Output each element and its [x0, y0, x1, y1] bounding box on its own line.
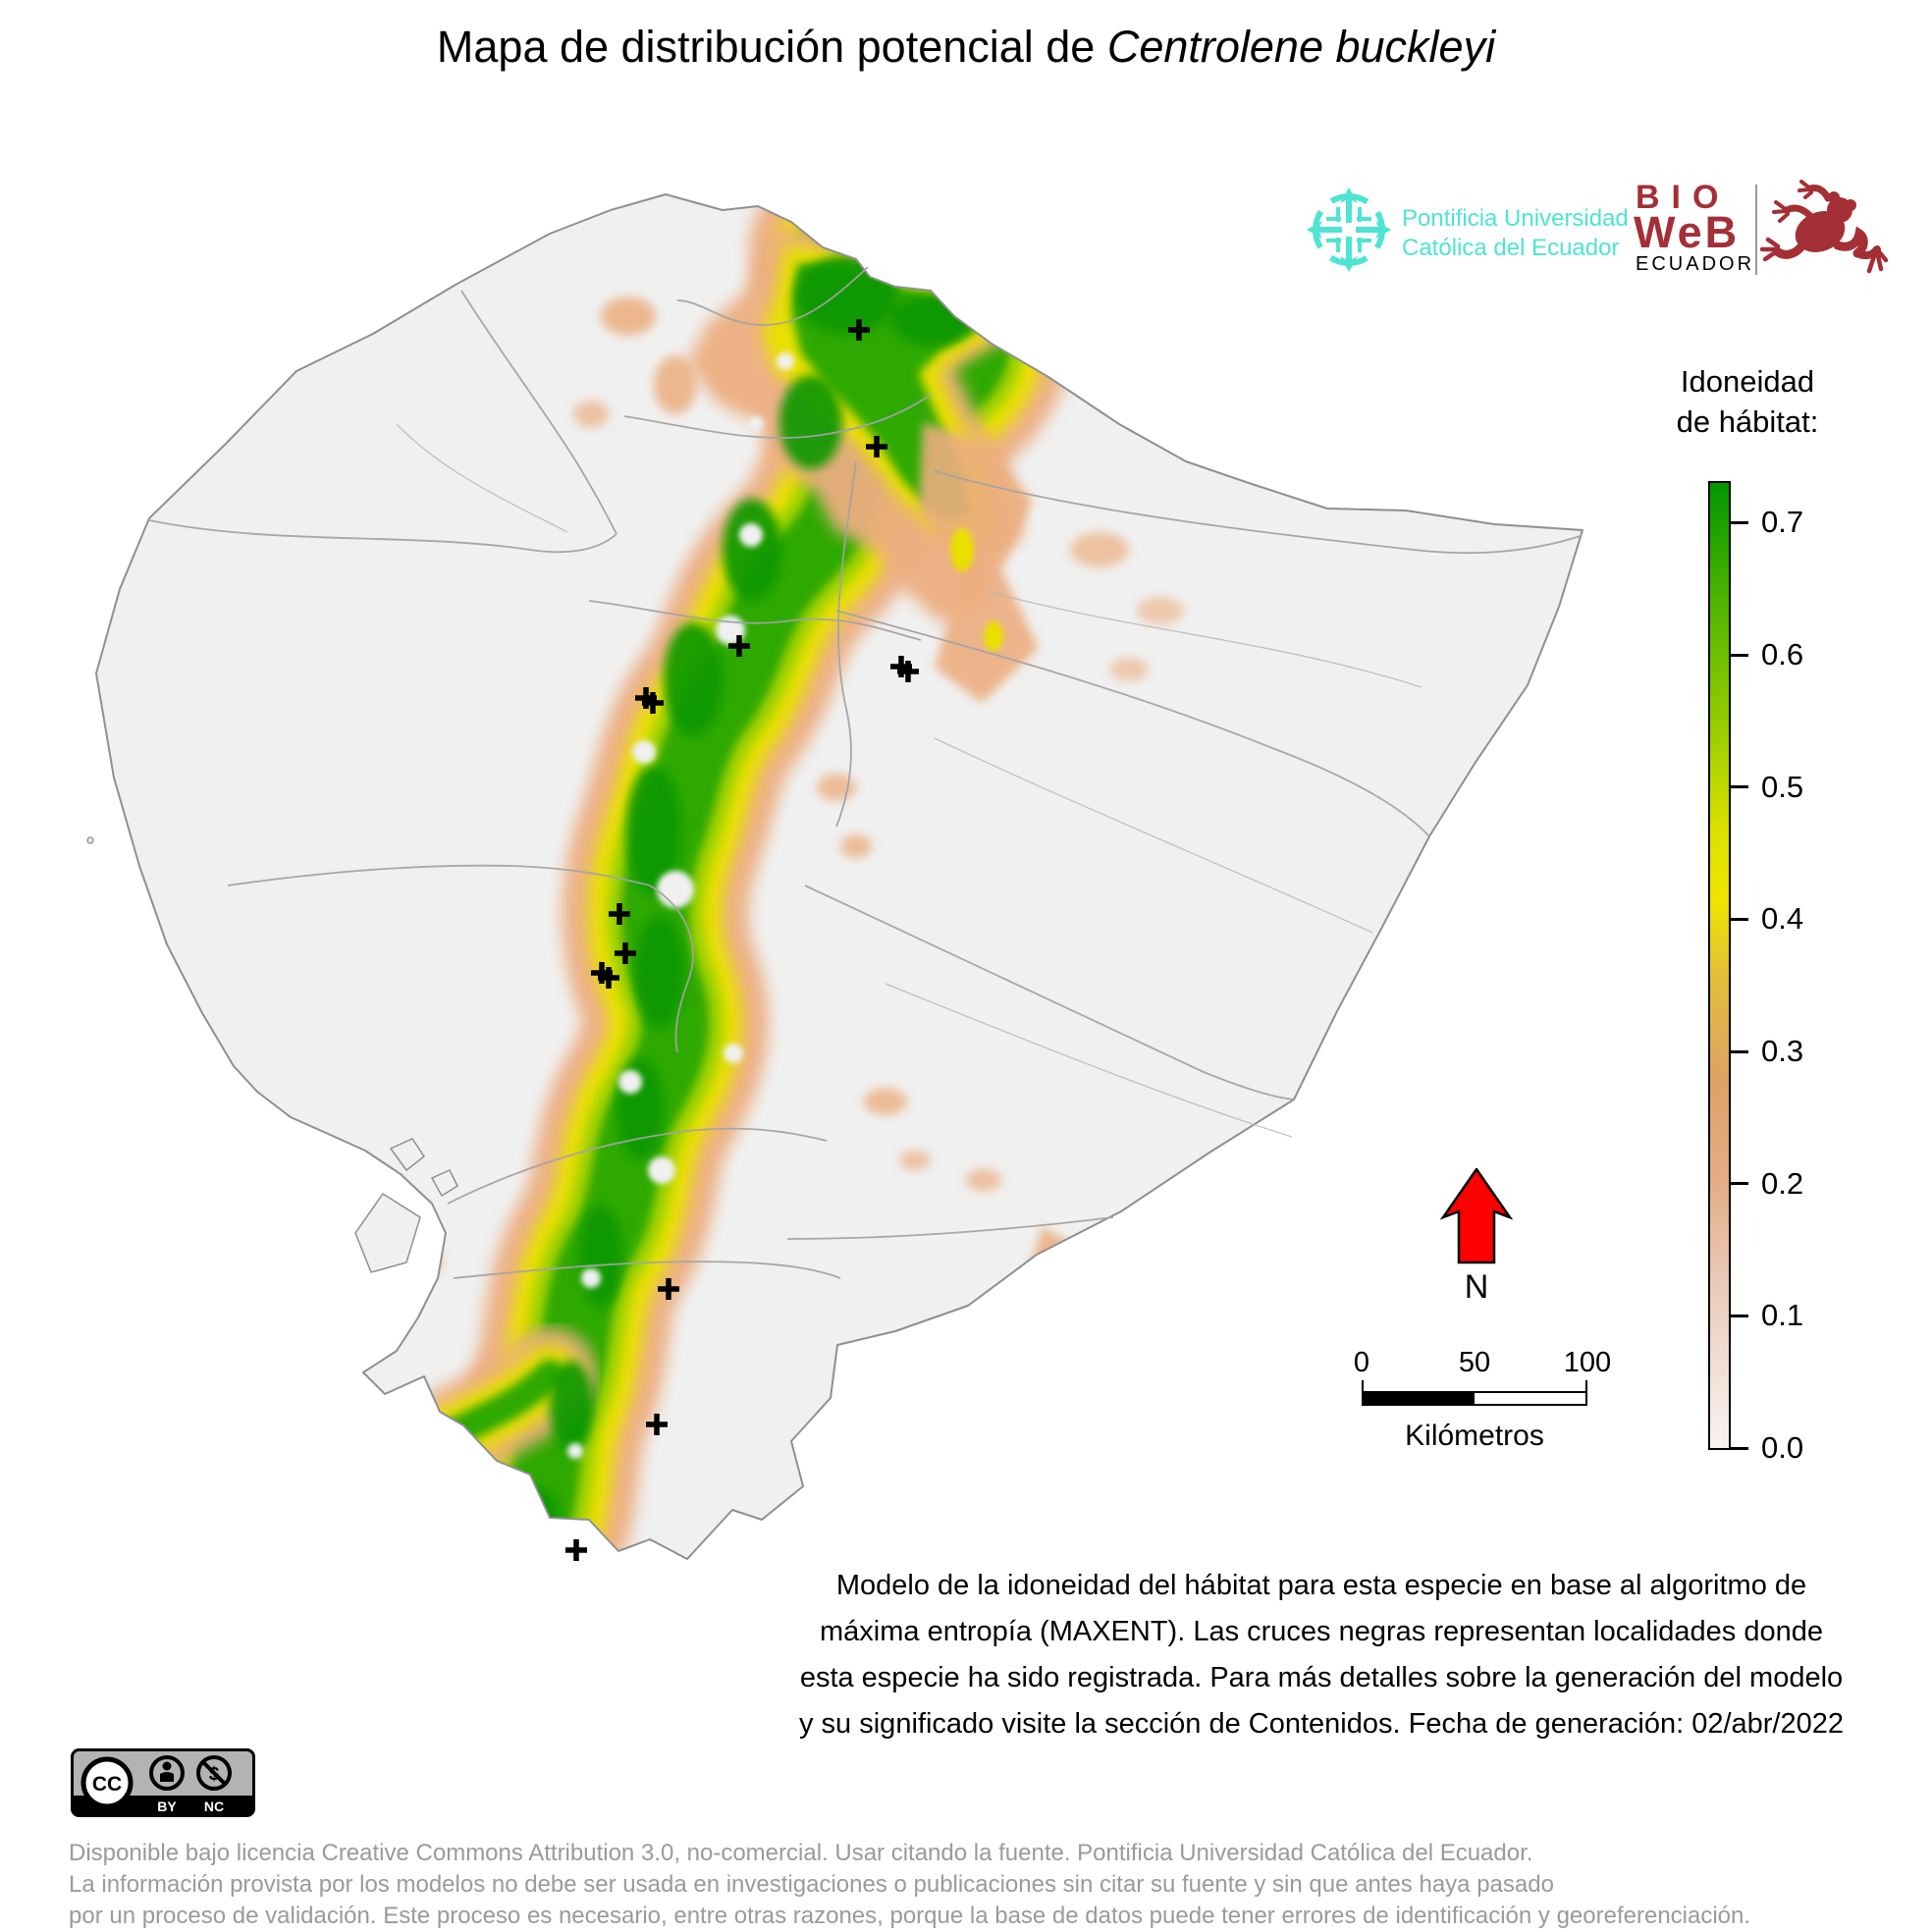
- east-patch6: [864, 1088, 907, 1115]
- occurrence-cross: [897, 661, 919, 682]
- east-ridge-north: [919, 422, 1039, 703]
- puce-logo-text: Pontificia Universidad Católica del Ecua…: [1402, 204, 1629, 263]
- by-label: BY: [157, 1798, 177, 1814]
- legend-tick-label: 0.6: [1761, 637, 1804, 672]
- occurrence-cross: [658, 1278, 679, 1300]
- species-name: Centrolene buckleyi: [1106, 22, 1496, 72]
- nc-icon: $: [196, 1755, 232, 1791]
- by-icon: [149, 1755, 185, 1791]
- dark-green-cores: [353, 255, 974, 1559]
- legend-tick-label: 0.4: [1761, 901, 1804, 937]
- bioweb-country-text: ECUADOR: [1636, 253, 1755, 275]
- suitability-raster: [335, 194, 1184, 1559]
- frog-icon: [1759, 180, 1889, 274]
- puce-name-line1: Pontificia Universidad: [1402, 205, 1629, 232]
- legend-tick-label: 0.1: [1761, 1298, 1804, 1333]
- valley-holes: [567, 352, 794, 1459]
- cc-by-nc-badge: CC $ BY NC: [71, 1748, 255, 1817]
- bioweb-divider: [1755, 185, 1757, 275]
- puce-name-line2: Católica del Ecuador: [1402, 235, 1620, 261]
- east-patch2: [1137, 597, 1184, 624]
- cc-icon-label: CC: [92, 1773, 122, 1796]
- title-prefix: Mapa de distribución potencial de: [436, 22, 1107, 72]
- scalebar-end-tick-left: [1362, 1380, 1364, 1392]
- bioweb-bio-text: BIO: [1636, 179, 1731, 216]
- scalebar-label-50: 50: [1458, 1347, 1491, 1378]
- rivers: [396, 423, 1422, 1138]
- legend-tick: [1731, 785, 1748, 789]
- legend-tick: [1731, 1182, 1748, 1186]
- east-patch1: [1070, 532, 1129, 567]
- legend-tick: [1731, 1314, 1748, 1317]
- scalebar-bar: [1362, 1391, 1587, 1406]
- occurrence-cross: [565, 1539, 587, 1561]
- condor-patch: [966, 1168, 1001, 1192]
- license-text: Disponible bajo licencia Creative Common…: [69, 1838, 1895, 1932]
- legend-tick: [1731, 520, 1748, 524]
- east-patch3: [1109, 658, 1149, 681]
- occurrence-cross: [598, 967, 619, 989]
- occurrence-cross: [615, 942, 636, 964]
- north-arrow-icon: [1439, 1168, 1514, 1264]
- east-patch5: [840, 834, 872, 858]
- nw-patch3: [573, 401, 609, 428]
- puce-logo-icon: [1306, 188, 1392, 273]
- text-line: La información provista por los modelos …: [69, 1871, 1554, 1898]
- scalebar-filled-half: [1364, 1393, 1475, 1404]
- scalebar-label-0: 0: [1353, 1347, 1370, 1378]
- text-line: por un proceso de validación. Este proce…: [69, 1903, 1751, 1929]
- occurrence-cross: [642, 692, 664, 714]
- text-line: esta especie ha sido registrada. Para má…: [799, 1662, 1844, 1693]
- legend-colorbar: [1708, 481, 1731, 1450]
- occurrence-crosses: [565, 319, 919, 1561]
- nc-label: NC: [204, 1798, 224, 1814]
- text-line: máxima entropía (MAXENT). Las cruces neg…: [820, 1616, 1823, 1647]
- cc-icon: [80, 1756, 134, 1809]
- north-arrow-label: N: [1464, 1268, 1489, 1306]
- occurrence-cross: [866, 436, 887, 457]
- legend-tick: [1731, 1446, 1748, 1450]
- page-title: Mapa de distribución potencial de Centro…: [0, 22, 1932, 73]
- province-borders: [148, 266, 1582, 1279]
- w-azuay-yellow: [409, 1263, 435, 1281]
- text-line: y su significado visite la sección de Co…: [799, 1708, 1844, 1740]
- east-ridge-yellow1: [950, 528, 974, 571]
- legend-tick: [1731, 653, 1748, 657]
- occurrence-cross: [609, 903, 630, 925]
- scalebar-label-100: 100: [1563, 1347, 1612, 1378]
- east-patch7: [899, 1151, 931, 1170]
- east-ridge-yellow2: [984, 621, 1003, 651]
- legend-tick-label: 0.5: [1761, 769, 1804, 804]
- nw-patch1: [601, 296, 656, 336]
- gulf-islands: [86, 836, 458, 1273]
- offshore-island: [86, 836, 94, 844]
- condor-ridge: [1027, 1227, 1117, 1520]
- description-paragraph: Modelo de la idoneidad del hábitat para …: [772, 1563, 1871, 1747]
- puna-island: [354, 1192, 421, 1273]
- scalebar-unit: Kilómetros: [1405, 1420, 1544, 1452]
- legend-title: Idoneidad de hábitat:: [1637, 361, 1857, 442]
- occurrence-cross: [728, 635, 750, 657]
- legend-tick: [1731, 917, 1748, 921]
- legend-tick-label: 0.0: [1761, 1430, 1804, 1465]
- legend-title-line1: Idoneidad: [1680, 364, 1815, 399]
- legend-tick-label: 0.3: [1761, 1034, 1804, 1069]
- legend-tick: [1731, 1049, 1748, 1053]
- legend-title-line2: de hábitat:: [1676, 404, 1819, 439]
- text-line: Disponible bajo licencia Creative Common…: [69, 1840, 1533, 1866]
- mainland-outline: [95, 193, 1583, 1560]
- legend-tick-label: 0.7: [1761, 505, 1804, 540]
- bioweb-web-text: WeB: [1634, 207, 1741, 257]
- legend-tick-label: 0.2: [1761, 1165, 1804, 1201]
- occurrence-cross: [646, 1414, 668, 1435]
- text-line: Modelo de la idoneidad del hábitat para …: [835, 1570, 1807, 1601]
- nw-patch2: [654, 355, 697, 414]
- mainland-fill: [96, 194, 1583, 1559]
- scalebar-end-tick-right: [1585, 1380, 1587, 1392]
- occurrence-cross: [848, 319, 870, 341]
